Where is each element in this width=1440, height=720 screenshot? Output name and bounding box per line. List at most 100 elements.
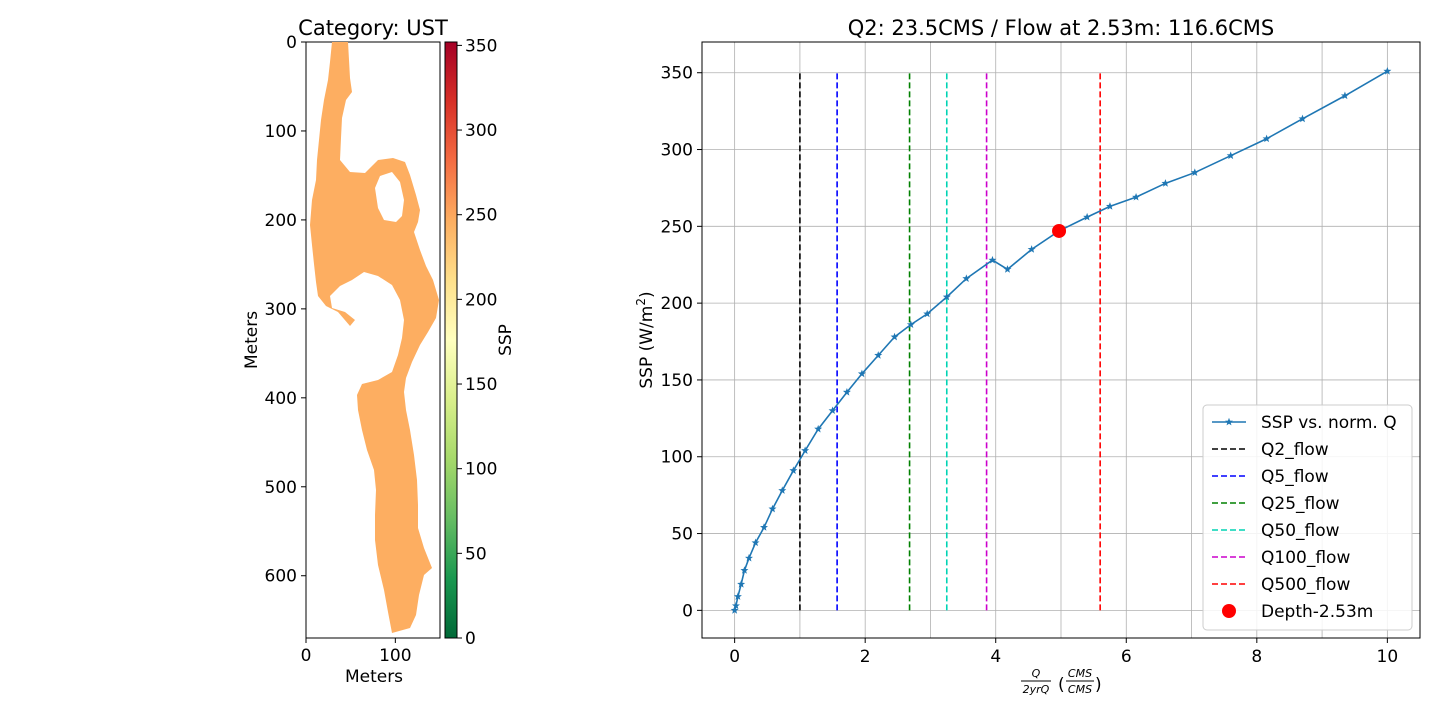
y-tick-label: 250 — [661, 217, 693, 237]
map-x-label: Meters — [345, 667, 403, 687]
x-tick-label: 2 — [860, 647, 871, 667]
ssp-point — [1105, 202, 1114, 210]
ssp-line — [733, 70, 1388, 611]
x-label-den: 2yrQ — [1023, 683, 1050, 696]
y-tick-label: 0 — [682, 601, 693, 621]
map-y-tick-label: 0 — [286, 33, 297, 53]
ssp-point — [1003, 265, 1012, 273]
y-tick-label: 350 — [661, 64, 693, 84]
map-y-tick-label: 400 — [265, 389, 297, 409]
colorbar-tick-label: 50 — [465, 544, 487, 564]
map-title: Category: UST — [298, 16, 448, 40]
legend-label: Depth-2.53m — [1261, 602, 1373, 622]
depth-point — [1052, 223, 1067, 238]
colorbar-tick-label: 250 — [465, 206, 497, 226]
ssp-point — [1083, 212, 1092, 221]
map-x-ticks: 0 100 — [301, 638, 412, 666]
colorbar-tick-label: 200 — [465, 290, 497, 310]
colorbar-tick-label: 300 — [465, 121, 497, 141]
x-tick-label: 6 — [1121, 647, 1132, 667]
legend-label: Q25_flow — [1261, 494, 1340, 514]
map-y-label: Meters — [242, 311, 262, 369]
ssp-chart: Q2: 23.5CMS / Flow at 2.53m: 116.6CMS 0 2… — [634, 16, 1421, 696]
map-y-ticks: 0 100 200 300 400 500 600 — [265, 33, 306, 587]
legend-label: Q5_flow — [1261, 467, 1329, 487]
x-label-num: Q — [1032, 667, 1041, 680]
ssp-point — [737, 580, 746, 588]
chart-y-ticks: 0 50 100 150 200 250 300 350 — [661, 64, 702, 621]
y-label-close: ) — [637, 291, 657, 298]
ssp-point — [988, 255, 997, 264]
ssp-point — [1161, 179, 1170, 187]
x-tick-label: 0 — [729, 647, 740, 667]
ssp-point — [745, 553, 753, 562]
ssp-point — [760, 523, 768, 531]
x-tick-label: 4 — [990, 647, 1001, 667]
y-tick-label: 100 — [661, 448, 693, 468]
x-tick-label: 8 — [1251, 647, 1262, 667]
chart-frame — [701, 41, 1421, 639]
ssp-point — [1340, 91, 1349, 100]
legend-swatch-star — [1225, 417, 1233, 426]
ssp-point — [1190, 168, 1199, 176]
y-tick-label: 300 — [661, 141, 693, 161]
legend-items: SSP vs. norm. Q Q2_flow Q5_flow Q25_flow Q50… — [1212, 413, 1397, 622]
x-label-unit-den: CMS — [1068, 683, 1092, 696]
ssp-point — [814, 424, 823, 433]
colorbar-gradient — [444, 41, 458, 639]
x-label-paren-close: ) — [1095, 675, 1102, 695]
ssp-point — [1262, 134, 1271, 143]
y-label-sup: 2 — [634, 298, 648, 306]
ssp-point — [962, 274, 971, 282]
colorbar: 0 50 100 150 200 250 300 350 SSP — [444, 36, 516, 649]
ssp-point — [1383, 66, 1392, 75]
ssp-point — [923, 309, 932, 318]
legend-label: Q100_flow — [1261, 548, 1350, 568]
ssp-point — [1027, 245, 1036, 253]
map-y-tick-label: 600 — [265, 567, 297, 587]
chart-legend: SSP vs. norm. Q Q2_flow Q5_flow Q25_flow Q50… — [1202, 404, 1413, 631]
x-label-paren-open: ( — [1058, 675, 1065, 695]
colorbar-label: SSP — [496, 324, 516, 356]
ssp-point — [789, 466, 798, 474]
legend-label: SSP vs. norm. Q — [1261, 413, 1397, 433]
ssp-point — [874, 351, 883, 359]
colorbar-tick-label: 150 — [465, 375, 497, 395]
legend-swatch-dot — [1222, 604, 1236, 618]
y-tick-label: 200 — [661, 294, 693, 314]
chart-x-label: Q 2yrQ ( CMS CMS ) — [1021, 667, 1102, 696]
map-y-tick-label: 100 — [265, 122, 297, 142]
ssp-point — [1226, 151, 1235, 160]
colorbar-tick-label: 100 — [465, 460, 497, 480]
ssp-point — [1132, 192, 1141, 201]
ssp-point — [751, 538, 760, 547]
ssp-point — [1298, 114, 1307, 123]
y-label-text: SSP (W/m — [637, 306, 657, 389]
chart-x-ticks: 0 2 4 6 8 10 — [729, 638, 1398, 667]
colorbar-ticks: 0 50 100 150 200 250 300 350 — [457, 36, 497, 649]
ssp-point — [731, 601, 740, 610]
y-tick-label: 50 — [671, 525, 693, 545]
ssp-point — [942, 292, 951, 301]
chart-title: Q2: 23.5CMS / Flow at 2.53m: 116.6CMS — [848, 16, 1275, 40]
river-reach-shape — [310, 42, 439, 633]
ssp-point — [730, 606, 739, 614]
ssp-point — [778, 486, 787, 494]
legend-label: Q500_flow — [1261, 575, 1350, 595]
map-y-tick-label: 500 — [265, 478, 297, 498]
ssp-point — [768, 504, 777, 513]
ssp-point — [740, 566, 749, 574]
map-panel: Category: UST 0 100 200 300 400 500 600 0 100 M… — [242, 16, 448, 687]
ssp-point — [801, 446, 810, 454]
ssp-point — [733, 592, 742, 600]
depth-point-group — [1052, 223, 1067, 238]
river-reach-fill — [310, 42, 439, 633]
legend-box — [1202, 404, 1413, 631]
map-y-tick-label: 300 — [265, 300, 297, 320]
colorbar-tick-label: 350 — [465, 36, 497, 56]
ssp-point — [842, 388, 851, 396]
ssp-series — [730, 66, 1392, 614]
map-x-tick-label: 0 — [301, 646, 312, 666]
chart-y-label: SSP (W/m2) — [634, 291, 657, 388]
